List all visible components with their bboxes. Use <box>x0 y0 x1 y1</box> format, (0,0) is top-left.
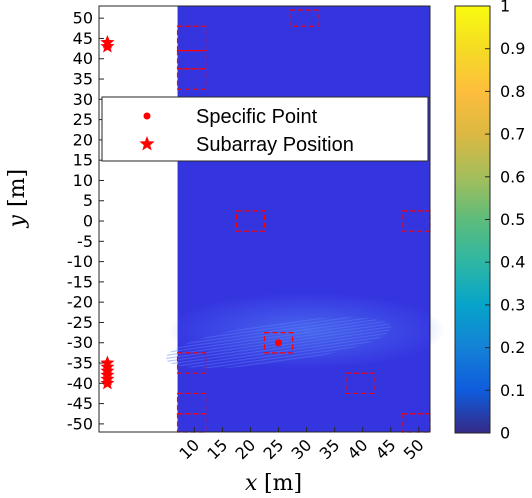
x-tick-label: 45 <box>372 435 400 463</box>
colorbar-gradient <box>454 5 491 434</box>
y-tick-label: -20 <box>67 293 93 312</box>
x-axis-unit: [m] <box>264 471 302 496</box>
colorbar-tick-label: 0.4 <box>500 253 525 272</box>
colorbar-tick-label: 0.8 <box>500 82 525 101</box>
x-tick-label: 30 <box>288 435 316 463</box>
y-tick-label: 5 <box>83 191 93 210</box>
y-tick-label: -30 <box>67 333 93 352</box>
markers <box>100 35 283 390</box>
y-tick-label: 50 <box>73 9 93 28</box>
dashed-box <box>176 50 207 70</box>
y-tick-label: -15 <box>67 272 93 291</box>
legend-label-specific-point: Specific Point <box>196 106 318 128</box>
y-tick-label: -50 <box>67 414 93 433</box>
y-axis-ticks: 50454035302520151050-5-10-15-20-25-30-35… <box>67 9 104 433</box>
y-tick-label: -35 <box>67 354 93 373</box>
colorbar-tick-label: 0.1 <box>500 381 525 400</box>
x-tick-label: 15 <box>203 435 231 463</box>
legend-star-marker <box>139 136 155 151</box>
colorbar-tick-label: 0 <box>500 424 510 443</box>
subarray-star-marker <box>100 39 115 53</box>
colorbar-tick-label: 0.5 <box>500 210 525 229</box>
colorbar-tick-label: 1 <box>500 0 510 16</box>
y-tick-label: 25 <box>73 110 93 129</box>
legend: Specific Point Subarray Position <box>101 96 429 162</box>
x-axis-var: x <box>245 471 258 496</box>
y-tick-label: 0 <box>83 212 93 231</box>
legend-box <box>101 96 429 162</box>
colorbar-tick-label: 0.6 <box>500 167 525 186</box>
colorbar-tick-label: 0.9 <box>500 39 525 58</box>
dashed-box <box>289 9 319 27</box>
x-tick-label: 35 <box>316 435 344 463</box>
legend-label-subarray-position: Subarray Position <box>196 134 354 156</box>
colorbar: 0 0.1 0.2 0.3 0.4 0.5 0.6 0.7 0.8 0.9 1 <box>454 0 525 443</box>
y-tick-label: -10 <box>67 252 93 271</box>
plot-area <box>98 5 446 433</box>
x-tick-label: 20 <box>231 435 259 463</box>
y-tick-label: 10 <box>73 171 93 190</box>
x-tick-label: 50 <box>400 435 428 463</box>
y-tick-label: -40 <box>67 374 93 393</box>
legend-point-marker <box>143 112 151 120</box>
specific-point-marker <box>275 339 283 347</box>
y-tick-label: 30 <box>73 90 93 109</box>
y-tick-label: 45 <box>73 29 93 48</box>
colorbar-tick-label: 0.2 <box>500 338 525 357</box>
plot-frame <box>98 5 431 433</box>
colorbar-tick-label: 0.7 <box>500 125 525 144</box>
x-tick-label: 25 <box>260 435 288 463</box>
y-axis-unit: [m] <box>5 169 30 207</box>
dashed-box <box>176 25 207 52</box>
y-tick-label: -25 <box>67 313 93 332</box>
y-tick-label: 15 <box>73 151 93 170</box>
x-tick-label: 10 <box>175 435 203 463</box>
x-axis-label: x [m] <box>245 471 302 496</box>
y-tick-label: -45 <box>67 394 93 413</box>
y-axis-label: y [m] <box>5 169 30 228</box>
subarray-star-marker <box>100 375 115 390</box>
colorbar-tick-label: 0.3 <box>500 295 525 314</box>
y-tick-label: 40 <box>73 49 93 68</box>
x-tick-label: 40 <box>344 435 372 463</box>
y-tick-label: 20 <box>73 130 93 149</box>
y-tick-label: -5 <box>77 232 93 251</box>
y-tick-label: 35 <box>73 70 93 89</box>
colorbar-ticks: 0 0.1 0.2 0.3 0.4 0.5 0.6 0.7 0.8 0.9 1 <box>485 0 525 443</box>
y-axis-var: y <box>5 214 30 228</box>
